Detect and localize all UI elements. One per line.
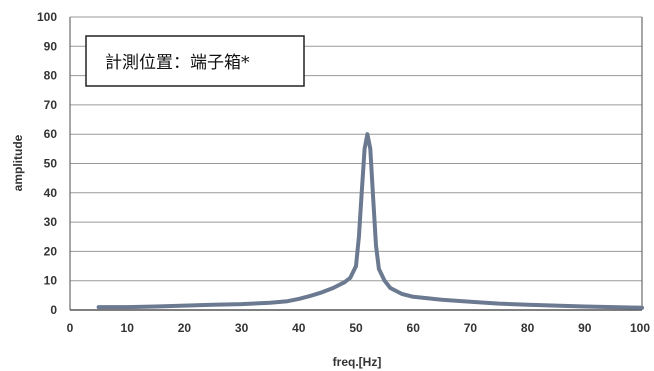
y-tick-40: 40	[44, 186, 58, 200]
x-axis-label: freq.[Hz]	[333, 355, 382, 369]
y-tick-20: 20	[44, 244, 58, 258]
x-tick-40: 40	[292, 321, 306, 335]
y-tick-0: 0	[50, 303, 57, 317]
plot-frame	[69, 17, 643, 311]
y-tick-10: 10	[44, 274, 58, 288]
x-tick-labels: 0 10 20 30 40 50 60 70 80 90 100	[67, 321, 651, 335]
x-tick-50: 50	[349, 321, 363, 335]
series-layer	[96, 132, 644, 310]
y-tick-90: 90	[44, 39, 58, 53]
y-axis-label: amplitude	[11, 134, 25, 191]
y-tick-80: 80	[44, 69, 58, 83]
x-tick-60: 60	[407, 321, 421, 335]
series-line-1	[96, 132, 644, 310]
y-tick-30: 30	[44, 215, 58, 229]
y-tick-50: 50	[44, 157, 58, 171]
annotation-box: 計測位置：端子箱*	[85, 35, 305, 87]
x-tick-30: 30	[235, 321, 249, 335]
x-tick-70: 70	[464, 321, 478, 335]
y-tick-70: 70	[44, 98, 58, 112]
x-tick-10: 10	[121, 321, 135, 335]
annotation-text: 計測位置：端子箱*	[105, 53, 250, 73]
y-tick-labels: 0 10 20 30 40 50 60 70 80 90 100	[37, 10, 57, 317]
y-tick-60: 60	[44, 127, 58, 141]
y-tick-100: 100	[37, 10, 57, 24]
x-tick-0: 0	[67, 321, 74, 335]
x-tick-20: 20	[178, 321, 192, 335]
gridlines	[70, 16, 642, 282]
x-tick-80: 80	[521, 321, 535, 335]
x-tick-100: 100	[630, 321, 650, 335]
x-tick-90: 90	[578, 321, 592, 335]
